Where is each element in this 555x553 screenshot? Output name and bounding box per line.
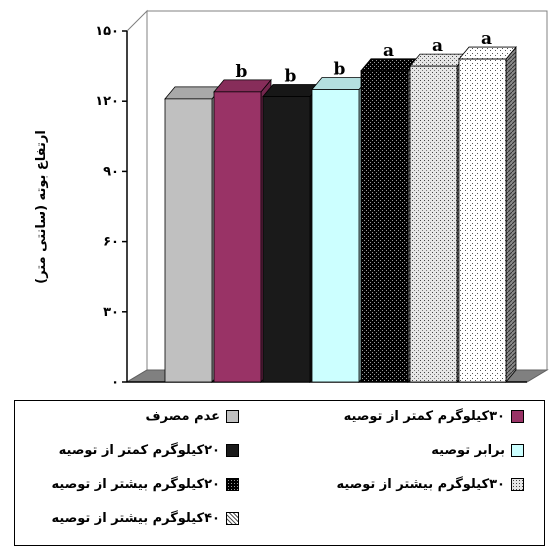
legend-item: ۳۰کیلوگرم بیشتر از توصیه [336, 477, 524, 492]
legend-swatch [226, 444, 239, 457]
bar-top [164, 86, 223, 100]
bar-front [311, 89, 360, 383]
bar-front [458, 58, 507, 383]
y-axis-label: ارتفاع بوته (سانتی متر) [34, 130, 49, 284]
y-tick-label: ۳۰ [103, 305, 119, 320]
bar-data-label: b [285, 67, 297, 87]
legend-label: ۲۰کیلوگرم کمتر از توصیه [58, 443, 220, 458]
y-tick-label: ۱۲۰ [95, 94, 119, 109]
bar-front [262, 96, 311, 383]
bar-front [164, 98, 213, 383]
bar-3: b [262, 67, 321, 384]
legend-item: عدم مصرف [145, 409, 239, 424]
bar-data-label: a [383, 41, 394, 61]
bar-1 [164, 85, 223, 384]
legend-label: ۲۰کیلوگرم بیشتر از توصیه [51, 477, 221, 492]
y-tick-label: ۹۰ [103, 164, 119, 179]
legend-item: ۲۰کیلوگرم بیشتر از توصیه [51, 477, 239, 492]
legend-swatch [511, 478, 524, 491]
legend-item: برابر توصیه [431, 443, 524, 458]
y-tick-label: ۶۰ [103, 235, 119, 250]
legend-label: عدم مصرف [145, 409, 221, 424]
bar-front [213, 91, 262, 383]
bar-4: b [311, 60, 370, 384]
legend: عدم مصرف ۳۰کیلوگرم کمتر از توصیه ۲۰کیلوگرم… [14, 400, 545, 546]
y-tick-label: ۱۵۰ [95, 24, 119, 39]
legend-label: برابر توصیه [431, 443, 505, 458]
bar-front [360, 70, 409, 383]
bar-data-label: a [481, 29, 492, 49]
bar-data-label: a [432, 36, 443, 56]
bar-7: a [458, 29, 517, 384]
legend-label: ۳۰کیلوگرم کمتر از توصیه [343, 409, 505, 424]
legend-item: ۳۰کیلوگرم کمتر از توصیه [344, 409, 524, 424]
legend-label: ۳۰کیلوگرم بیشتر از توصیه [336, 477, 506, 492]
bar-side [505, 45, 517, 384]
bar-6: a [409, 36, 468, 384]
legend-swatch [226, 512, 239, 525]
bar-data-label: b [334, 60, 346, 80]
bar-front [409, 65, 458, 383]
bar-chart: ۰ ۳۰ ۶۰ ۹۰ ۱۲۰ ۱۵۰ ارتفاع بوته (سانتی متر) b b… [34, 9, 549, 390]
legend-label: ۴۰کیلوگرم بیشتر از توصیه [51, 511, 221, 526]
legend-item: ۲۰کیلوگرم کمتر از توصیه [59, 443, 239, 458]
bar-data-label: b [236, 62, 248, 82]
y-tick-label: ۰ [111, 375, 119, 390]
legend-swatch [226, 478, 239, 491]
bar-2: b [213, 62, 272, 384]
legend-swatch [226, 410, 239, 423]
legend-swatch [511, 410, 524, 423]
legend-swatch [511, 444, 524, 457]
legend-item: ۴۰کیلوگرم بیشتر از توصیه [51, 511, 239, 526]
plot-left-wall [126, 9, 148, 383]
bar-5: a [360, 41, 419, 384]
